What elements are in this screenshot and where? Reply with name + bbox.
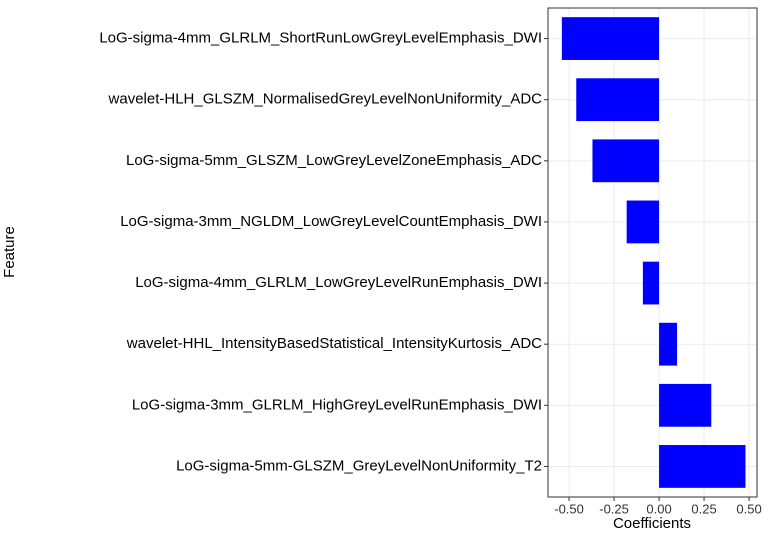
bar xyxy=(642,261,660,305)
y-tick-label: wavelet-HHL_IntensityBasedStatistical_In… xyxy=(126,335,542,352)
panel-border xyxy=(547,7,758,498)
y-tick-label: LoG-sigma-4mm_GLRLM_LowGreyLevelRunEmpha… xyxy=(135,274,542,291)
y-tick-label: LoG-sigma-3mm_NGLDM_LowGreyLevelCountEmp… xyxy=(120,213,542,230)
y-tick-label: wavelet-HLH_GLSZM_NormalisedGreyLevelNon… xyxy=(108,91,543,108)
x-tick-label: -0.50 xyxy=(554,501,584,516)
bar xyxy=(659,322,678,366)
y-tick-label: LoG-sigma-5mm_GLSZM_LowGreyLevelZoneEmph… xyxy=(126,152,542,169)
bar xyxy=(576,78,660,122)
bar xyxy=(592,139,660,183)
bar xyxy=(659,445,746,488)
x-tick-label: 0.00 xyxy=(646,501,671,516)
y-axis-title: Feature xyxy=(1,226,18,278)
bar xyxy=(659,383,712,427)
bar xyxy=(626,200,660,244)
x-tick-label: -0.25 xyxy=(599,501,629,516)
x-tick-label: 0.50 xyxy=(736,501,761,516)
x-axis-title: Coefficients xyxy=(613,515,691,532)
y-tick-label: LoG-sigma-4mm_GLRLM_ShortRunLowGreyLevel… xyxy=(99,30,542,47)
bar xyxy=(561,17,660,60)
y-tick-label: LoG-sigma-5mm-GLSZM_GreyLevelNonUniformi… xyxy=(176,457,542,474)
y-tick-label: LoG-sigma-3mm_GLRLM_HighGreyLevelRunEmph… xyxy=(132,396,542,413)
x-tick-label: 0.25 xyxy=(691,501,716,516)
